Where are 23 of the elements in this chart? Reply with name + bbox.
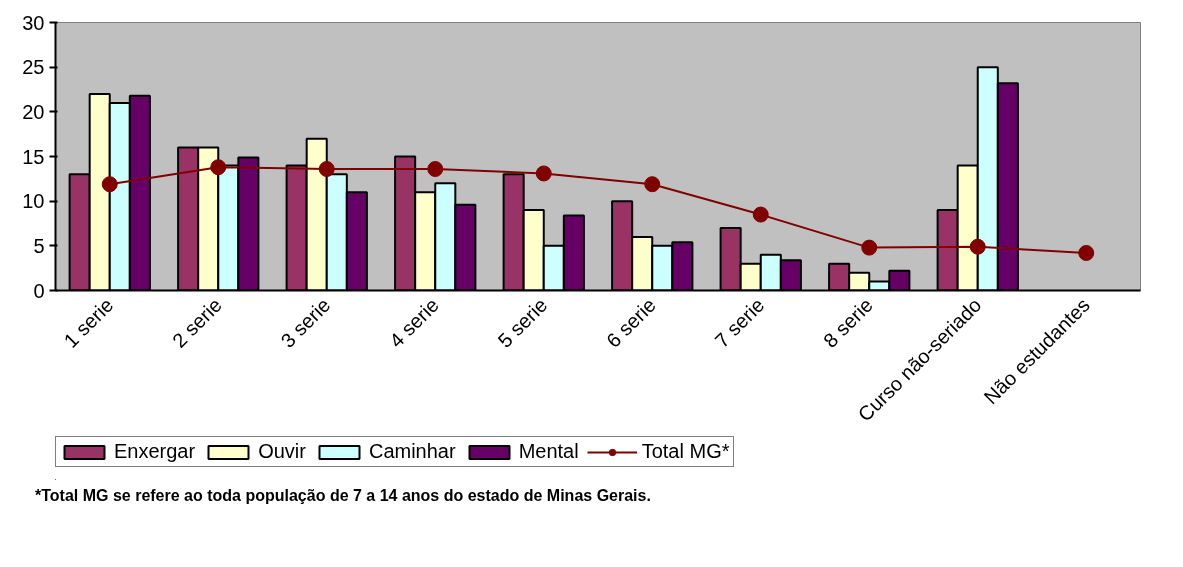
point [535, 165, 552, 182]
point [969, 238, 986, 255]
point [427, 161, 444, 177]
point [644, 176, 661, 193]
legend-label: Total MG* [641, 440, 730, 463]
point [210, 159, 227, 176]
y-tick-label: 30 [22, 11, 45, 34]
y-tick-label: 5 [33, 234, 45, 257]
y-tick-label: 10 [22, 190, 45, 213]
legend-label: Mental [518, 440, 579, 463]
y-tick-label: 15 [22, 145, 45, 168]
legend-label: Ouvir [258, 440, 306, 463]
point [752, 206, 769, 223]
legend-label: Enxergar [114, 440, 196, 463]
y-tick-label: 20 [22, 100, 45, 123]
point [1078, 244, 1095, 261]
point [318, 161, 335, 177]
point [861, 239, 878, 256]
y-tick-label: 25 [22, 56, 45, 79]
text: *Total MG se refere ao toda população de 7 a 14 anos do estado de Minas Gerais. [35, 486, 651, 506]
point [101, 176, 118, 193]
legend-label: Caminhar [368, 440, 456, 463]
y-tick-label: 0 [33, 279, 45, 302]
